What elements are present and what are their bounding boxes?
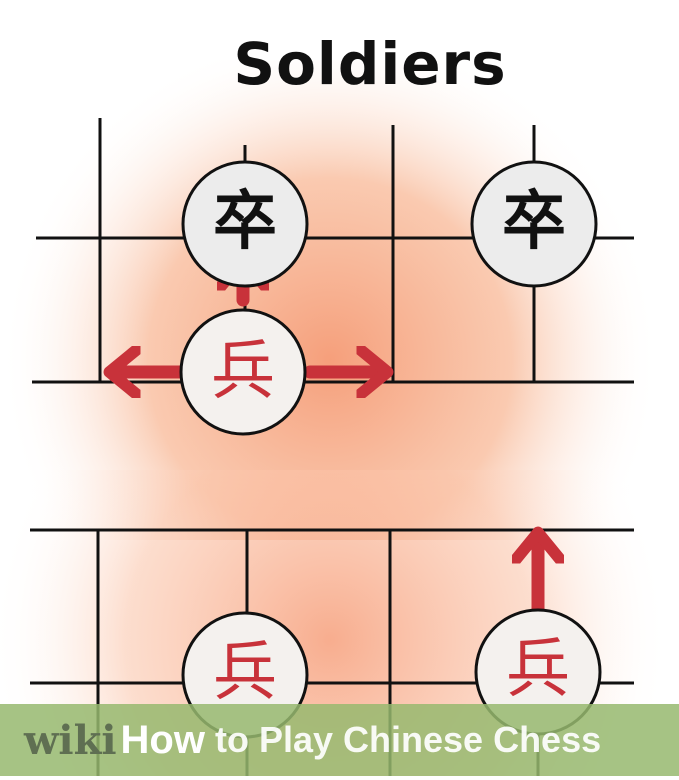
glow-top	[0, 60, 679, 540]
brand-wiki: wiki	[24, 716, 117, 764]
diagram-title: Soldiers	[233, 30, 507, 98]
article-title: to Play Chinese Chess	[214, 719, 602, 760]
red-soldier-char: 兵	[506, 633, 570, 707]
black-soldier-char: 卒	[213, 185, 277, 259]
red-soldier-char: 兵	[211, 335, 275, 409]
black-soldier-char: 卒	[502, 185, 566, 259]
red-soldier-piece: 兵	[474, 608, 602, 736]
black-soldier-piece: 卒	[470, 160, 598, 288]
black-soldier-piece: 卒	[181, 160, 309, 288]
brand-how: How	[120, 717, 205, 762]
watermark-banner: wiki How to Play Chinese Chess	[0, 704, 679, 776]
red-soldier-piece: 兵	[179, 308, 307, 436]
red-soldier-char: 兵	[213, 636, 277, 710]
